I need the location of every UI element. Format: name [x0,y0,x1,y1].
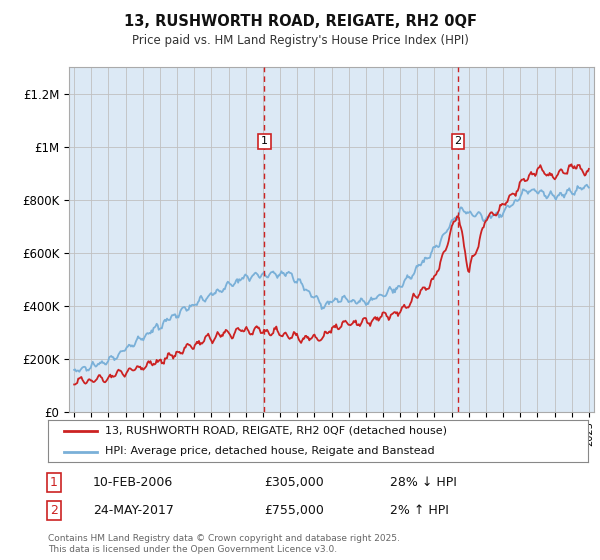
Text: £305,000: £305,000 [264,476,324,489]
Text: 24-MAY-2017: 24-MAY-2017 [93,504,174,517]
Text: 1: 1 [261,137,268,146]
Text: 28% ↓ HPI: 28% ↓ HPI [390,476,457,489]
Text: Contains HM Land Registry data © Crown copyright and database right 2025.
This d: Contains HM Land Registry data © Crown c… [48,534,400,554]
Text: 1: 1 [50,476,58,489]
Text: 2% ↑ HPI: 2% ↑ HPI [390,504,449,517]
Text: £755,000: £755,000 [264,504,324,517]
Text: 10-FEB-2006: 10-FEB-2006 [93,476,173,489]
Text: 2: 2 [455,137,461,146]
Text: 13, RUSHWORTH ROAD, REIGATE, RH2 0QF: 13, RUSHWORTH ROAD, REIGATE, RH2 0QF [124,14,476,29]
Text: HPI: Average price, detached house, Reigate and Banstead: HPI: Average price, detached house, Reig… [104,446,434,456]
Text: 2: 2 [50,504,58,517]
Text: Price paid vs. HM Land Registry's House Price Index (HPI): Price paid vs. HM Land Registry's House … [131,34,469,46]
Text: 13, RUSHWORTH ROAD, REIGATE, RH2 0QF (detached house): 13, RUSHWORTH ROAD, REIGATE, RH2 0QF (de… [104,426,446,436]
